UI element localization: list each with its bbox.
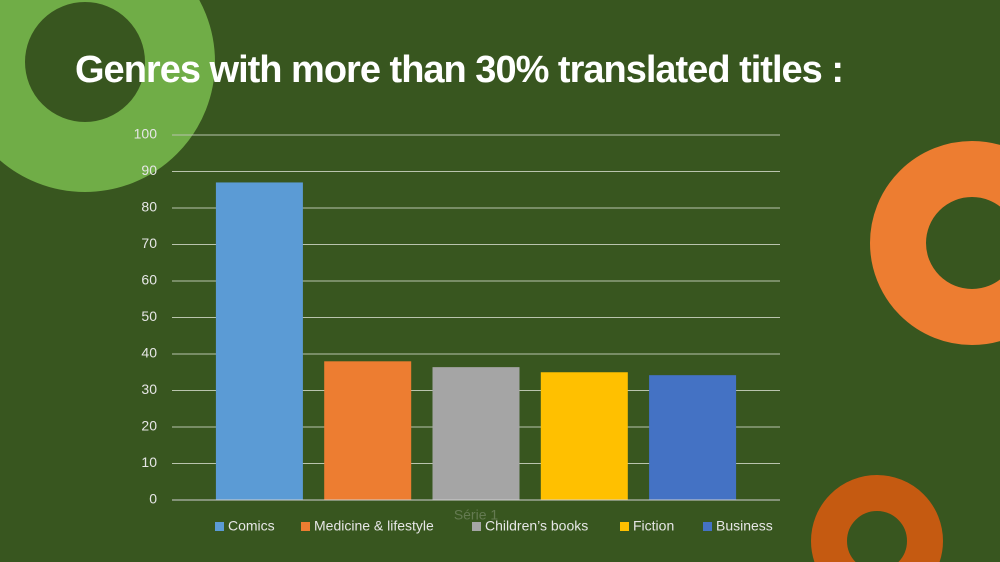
y-tick-label: 0 [149,491,157,507]
y-tick-label: 10 [141,454,157,470]
legend-label: Comics [228,518,275,534]
y-tick-label: 40 [141,345,157,361]
legend-swatch [703,522,712,531]
y-tick-label: 60 [141,272,157,288]
y-tick-label: 100 [134,126,158,142]
bar [215,182,303,500]
legend-label: Business [716,518,773,534]
legend-label: Children’s books [485,518,588,534]
legend-swatch [301,522,310,531]
y-tick-label: 80 [141,199,157,215]
y-tick-label: 30 [141,381,157,397]
legend-label: Medicine & lifestyle [314,518,434,534]
bar [540,372,628,500]
legend-swatch [472,522,481,531]
legend-swatch [215,522,224,531]
deco-ring-green [0,0,215,192]
bar [324,361,412,500]
deco-ring-orange [870,141,1000,345]
chart-title: Genres with more than 30% translated tit… [75,49,843,91]
legend-swatch [620,522,629,531]
deco-ring-dark-orange [811,475,943,562]
y-tick-label: 50 [141,308,157,324]
y-tick-label: 90 [141,162,157,178]
plot-area: 0 10 20 30 40 50 60 70 80 90 100 Série 1 Comics Medic… [134,126,780,534]
y-tick-label: 20 [141,418,157,434]
bar [649,375,737,500]
x-tick-label: Série 1 [454,507,499,523]
bar [432,367,520,500]
legend-label: Fiction [633,518,674,534]
y-tick-label: 70 [141,235,157,251]
